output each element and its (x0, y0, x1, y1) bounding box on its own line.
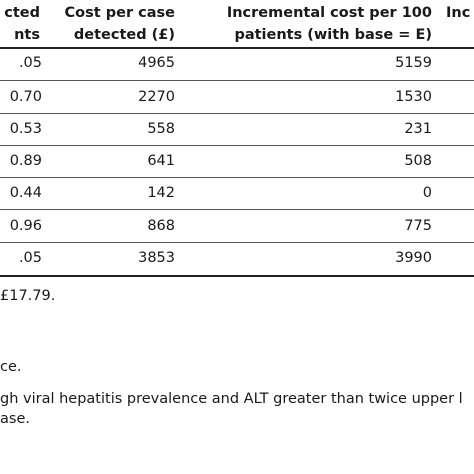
table-cell: 3990 (395, 250, 432, 266)
row-divider (0, 242, 474, 243)
table-cell: 0.89 (9, 153, 42, 169)
footnote-3: gh viral hepatitis prevalence and ALT gr… (0, 391, 463, 407)
header-cost-per-case-line1: Cost per case (64, 5, 175, 21)
header-cost-per-case-line2: detected (£) (73, 27, 175, 43)
table-cell: 0.96 (9, 218, 42, 234)
header-col-detected-line1: cted (4, 5, 40, 21)
table-cell: .05 (18, 55, 42, 71)
row-divider (0, 177, 474, 178)
header-col-inc: Inc (446, 2, 470, 24)
header-rule (0, 47, 474, 49)
table-bottom-rule (0, 275, 474, 277)
header-cost-per-case: Cost per case detected (£) (0, 2, 175, 46)
table-cell: 641 (147, 153, 175, 169)
table-cell: 0.53 (9, 121, 42, 137)
row-divider (0, 209, 474, 210)
table-cell: 1530 (395, 89, 432, 105)
footnote-1: £17.79. (0, 288, 56, 304)
table-cell: 0.70 (9, 89, 42, 105)
table-cell: 558 (147, 121, 175, 137)
header-incremental-cost: Incremental cost per 100 patients (with … (0, 2, 432, 46)
header-col-detected: cted nts (4, 2, 40, 46)
footnote-4: ase. (0, 411, 30, 427)
table-cell: 4965 (138, 55, 175, 71)
table-cell: 775 (404, 218, 432, 234)
table-cell: 0 (422, 185, 432, 201)
table-cell: 3853 (138, 250, 175, 266)
row-divider (0, 113, 474, 114)
footnote-2: ce. (0, 359, 22, 375)
row-divider (0, 145, 474, 146)
table-cell: 868 (147, 218, 175, 234)
table-cell: 231 (404, 121, 432, 137)
header-incremental-cost-line1: Incremental cost per 100 (226, 5, 432, 21)
header-col-detected-line2: nts (14, 27, 40, 43)
table-cell: 142 (147, 185, 175, 201)
header-col-inc-line1: Inc (446, 5, 471, 21)
table-cell: 508 (404, 153, 432, 169)
table-cell: .05 (18, 250, 42, 266)
header-incremental-cost-line2: patients (with base = E) (234, 27, 432, 43)
table-cell: 2270 (138, 89, 175, 105)
table-cell: 5159 (395, 55, 432, 71)
row-divider (0, 80, 474, 81)
table-cell: 0.44 (9, 185, 42, 201)
